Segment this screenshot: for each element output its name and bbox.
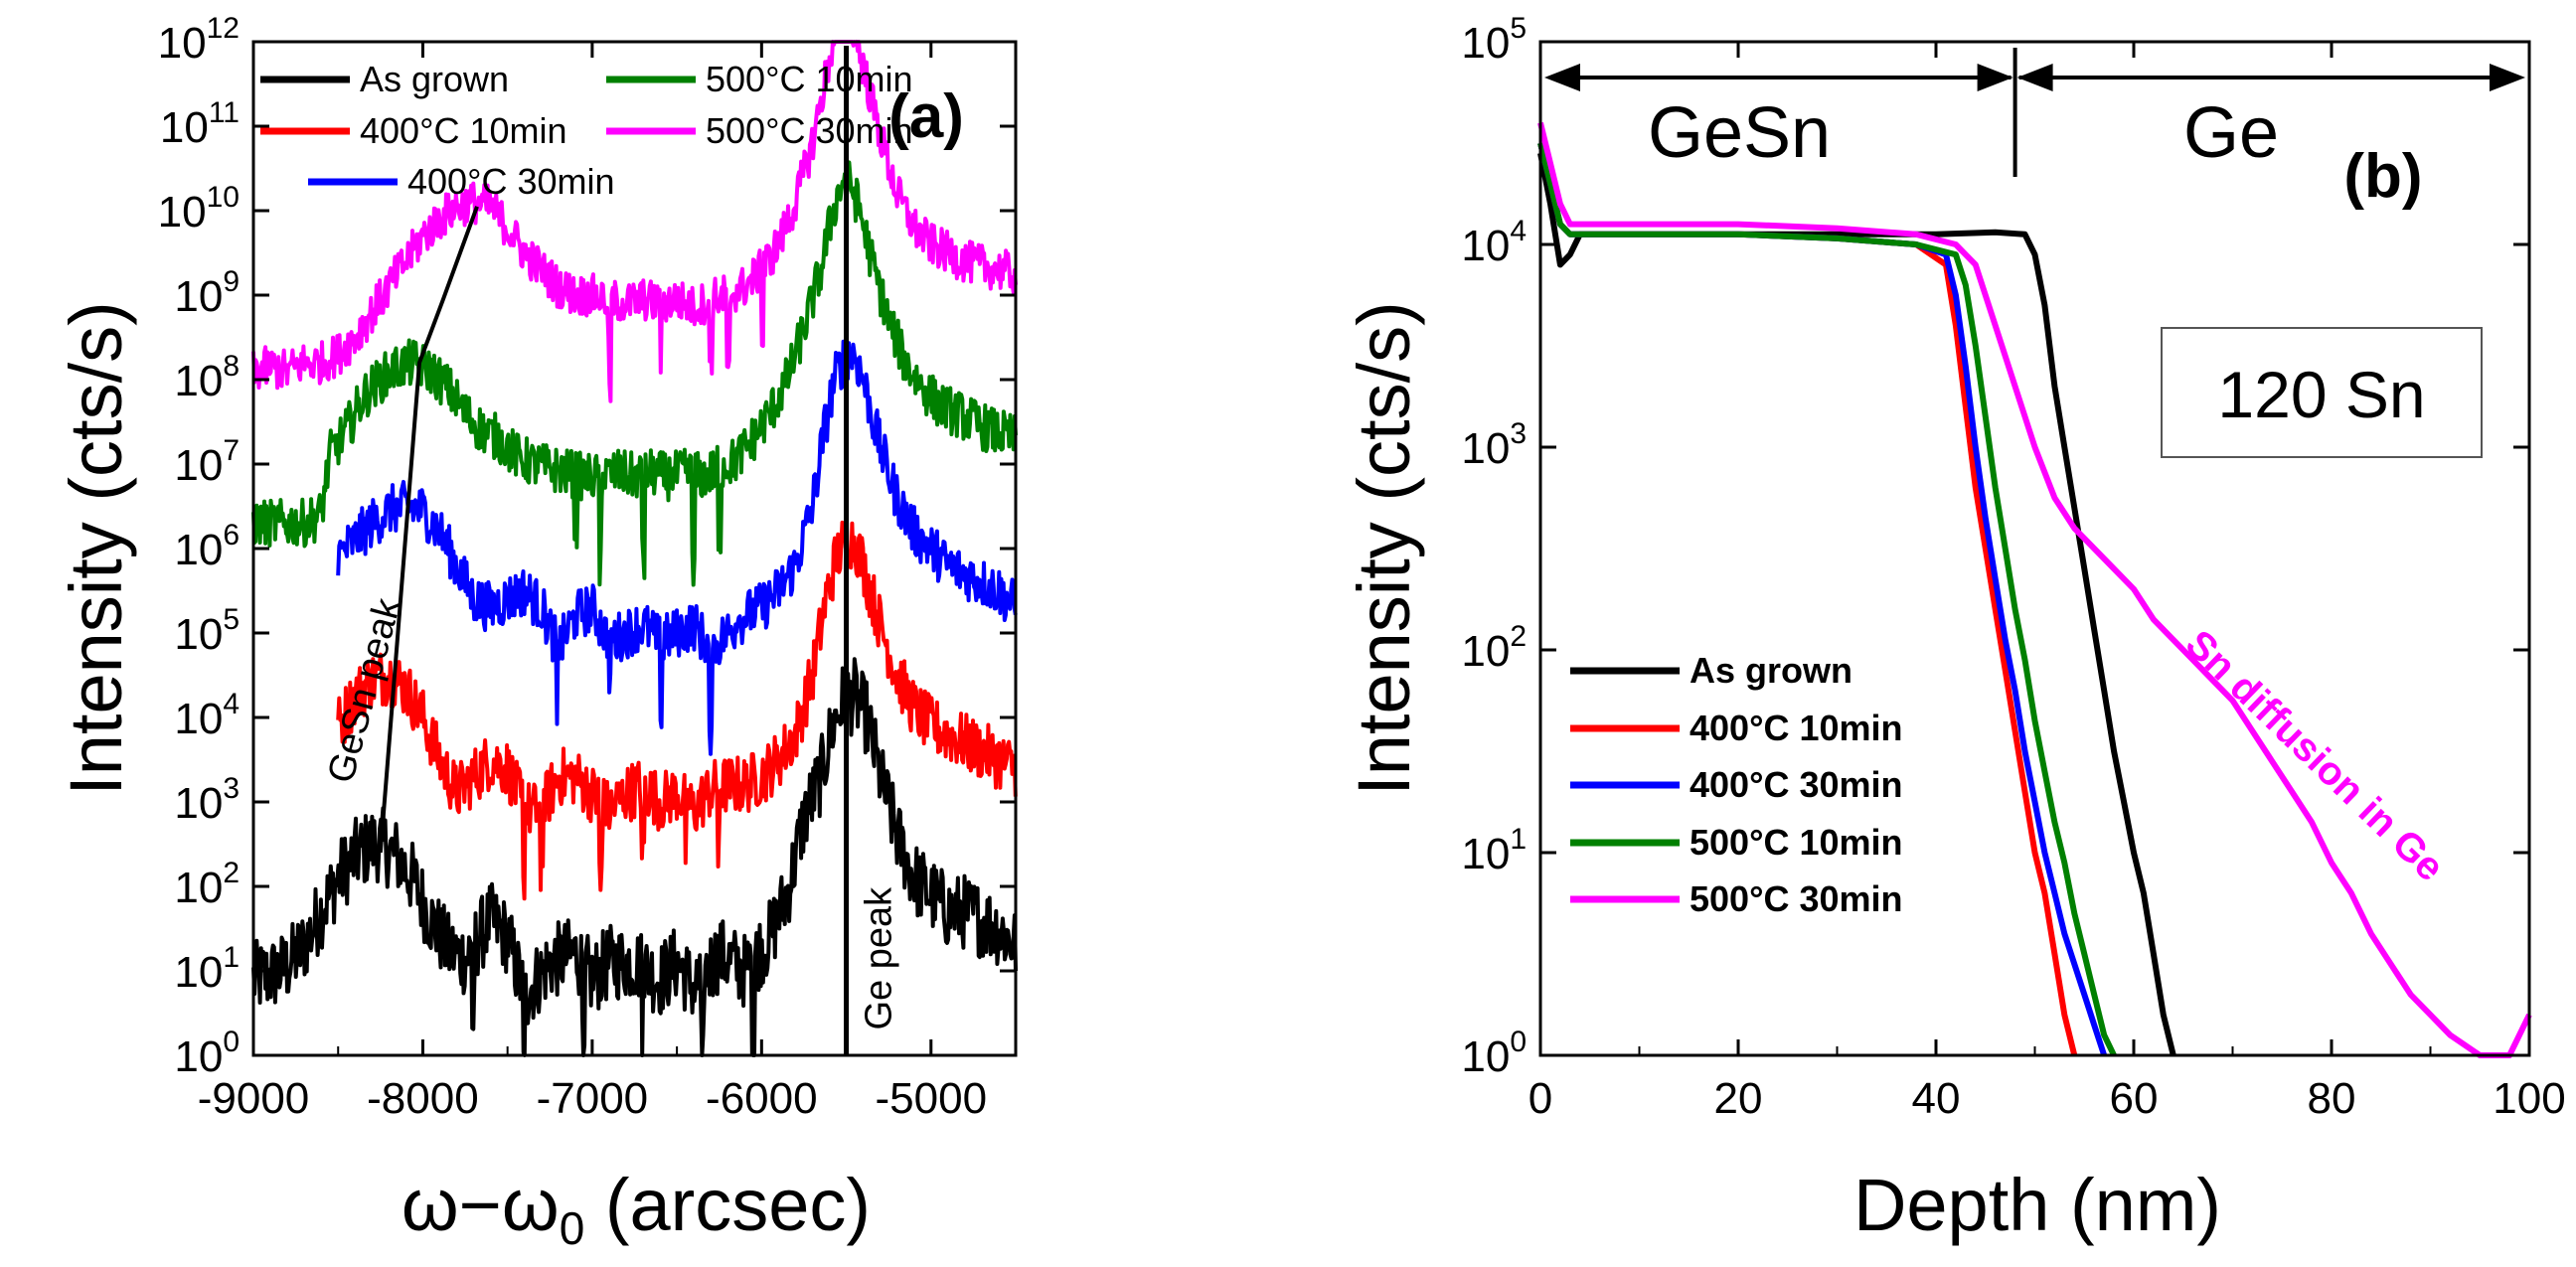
panel-a-y-tick-label: 102 (174, 857, 240, 912)
panel-a-x-tick-label: -5000 (876, 1074, 988, 1123)
ge-arrow-head-left (2016, 64, 2053, 91)
panel-b-x-tick-label: 80 (2308, 1074, 2356, 1123)
panel-b-ticks: 0 20 40 60 80 100 100 101 102 103 104 105 (1461, 12, 2565, 1123)
region-arrows (1544, 48, 2525, 177)
panel-a-legend: As grown 400°C 10min 400°C 30min 500°C 10mi… (260, 59, 913, 202)
panel-a-series-2 (336, 339, 1018, 756)
panel-a-series-4 (251, 40, 1018, 403)
panel-a-label: (a) (888, 82, 964, 151)
panel-a-x-tick-label: -8000 (367, 1074, 479, 1123)
panel-b-legend: As grown 400°C 10min 400°C 30min 500°C 10mi… (1570, 650, 1903, 919)
panel-b-legend-label: 500°C 10min (1690, 822, 1903, 863)
panel-a-y-tick-label: 1012 (158, 12, 240, 68)
panel-b-y-tick-label: 105 (1461, 12, 1527, 68)
panel-b-legend-label: 400°C 10min (1690, 708, 1903, 748)
panel-a-y-tick-label: 105 (174, 603, 240, 659)
panel-a-series-3 (251, 160, 1018, 587)
panel-b-x-tick-label: 0 (1529, 1074, 1552, 1123)
panel-b-y-tick-label: 103 (1461, 417, 1527, 473)
panel-a-y-tick-label: 104 (174, 688, 240, 743)
panel-b-y-tick-label: 101 (1461, 823, 1527, 878)
panel-b-x-tick-label: 60 (2110, 1074, 2159, 1123)
panel-a-y-title: Intensity (cts/s) (55, 301, 137, 796)
panel-a-y-tick-label: 106 (174, 519, 240, 574)
panel-a-y-tick-label: 107 (174, 434, 240, 490)
sn-isotope-label: 120 Sn (2217, 358, 2425, 431)
panel-b-y-tick-label: 102 (1461, 620, 1527, 676)
panel-a-x-title-unit: (arcsec) (584, 1164, 871, 1246)
panel-a-legend-label: 500°C 10min (706, 59, 913, 99)
panel-b-x-tick-label: 100 (2493, 1074, 2565, 1123)
panel-a-x-tick-label: -6000 (706, 1074, 818, 1123)
panel-a-x-tick-label: -9000 (198, 1074, 310, 1123)
panel-a-legend-label: As grown (360, 59, 509, 99)
sn-isotope-box (2161, 327, 2483, 458)
panel-a-y-tick-label: 100 (174, 1026, 240, 1081)
gesn-peak-line (378, 206, 479, 854)
panel-a-x-tick-label: -7000 (537, 1074, 649, 1123)
panel-b-y-tick-label: 104 (1461, 215, 1527, 270)
ge-arrow-head-right (2490, 64, 2525, 91)
panel-a-series-1 (336, 520, 1018, 901)
panel-a-x-title: ω−ω0 (arcsec) (402, 1164, 871, 1254)
gesn-arrow-head-right (1977, 64, 2013, 91)
panel-a-y-tick-label: 109 (174, 265, 240, 321)
panel-a-y-tick-label: 101 (174, 941, 240, 997)
panel-b-chart: 0 20 40 60 80 100 100 101 102 103 104 105 GeSn Ge (… (1343, 12, 2566, 1246)
panel-b-series-4 (1537, 121, 2532, 1058)
sn-diffusion-annotation: Sn diffusion in Ge (2177, 622, 2453, 889)
panel-a-legend-label: 500°C 30min (706, 110, 913, 151)
panel-a-data-lines (251, 40, 1018, 1057)
panel-a-legend-label: 400°C 10min (360, 110, 567, 151)
panel-b-x-tick-label: 40 (1912, 1074, 1961, 1123)
panel-a-x-title-main: ω−ω (402, 1164, 560, 1246)
gesn-arrow-head-left (1544, 64, 1580, 91)
panel-a-ticks: -9000 -8000 -7000 -6000 -5000 100 101 102 103 104… (158, 12, 1016, 1123)
panel-b-data-lines (1537, 121, 2532, 1058)
ge-region-label: Ge (2183, 93, 2279, 173)
panel-b-legend-label: 400°C 30min (1690, 764, 1903, 805)
panel-b-y-title: Intensity (cts/s) (1343, 301, 1425, 796)
gesn-region-label: GeSn (1648, 93, 1831, 173)
ge-peak-annotation: Ge peak (859, 886, 900, 1030)
panel-b-y-tick-label: 100 (1461, 1026, 1527, 1081)
panel-b-x-title: Depth (nm) (1853, 1164, 2221, 1246)
panel-b-x-tick-label: 20 (1714, 1074, 1763, 1123)
panel-a-y-tick-label: 1010 (158, 181, 240, 237)
panel-a-y-tick-label: 108 (174, 350, 240, 405)
panel-a-series-0 (251, 657, 1018, 1057)
panel-a-x-title-sub: 0 (560, 1202, 585, 1254)
panel-b-series-3 (1537, 142, 2117, 1057)
panel-a-chart: -9000 -8000 -7000 -6000 -5000 100 101 102 103 104… (55, 12, 1018, 1254)
panel-b-label: (b) (2343, 142, 2422, 211)
panel-b-legend-label: As grown (1690, 650, 1852, 691)
panel-b-legend-label: 500°C 30min (1690, 878, 1903, 919)
panel-a-y-tick-label: 1011 (160, 96, 240, 152)
panel-a-y-tick-label: 103 (174, 772, 240, 828)
panel-a-legend-label: 400°C 30min (407, 161, 615, 202)
